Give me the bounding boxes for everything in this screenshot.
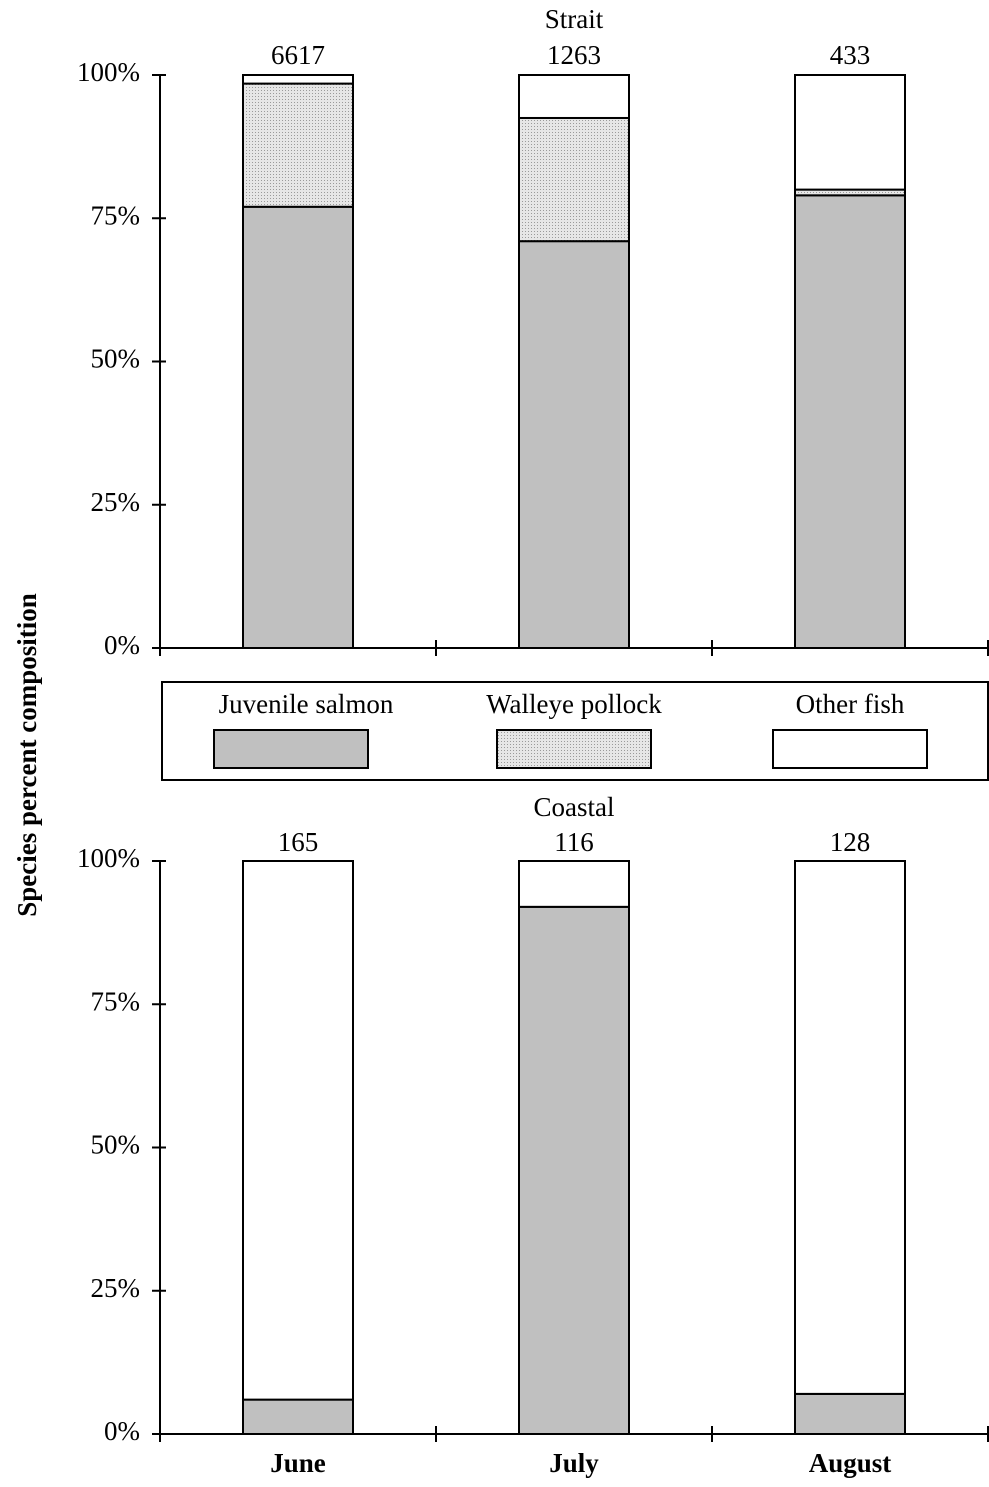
y-tick-label: 100% [77, 843, 140, 873]
bar-segment [242, 74, 354, 85]
bar-total: 6617 [271, 40, 325, 70]
bar-segment [794, 1392, 906, 1436]
y-tick-label: 75% [91, 200, 141, 230]
y-tick-label: 0% [104, 630, 140, 660]
bar-segment [794, 74, 906, 191]
bar-total: 165 [278, 827, 319, 857]
bar-segment [242, 82, 354, 208]
x-tick-label: August [809, 1448, 892, 1478]
bar-segment [518, 74, 630, 119]
legend-label: Walleye pollock [486, 689, 662, 719]
bar-segment [242, 1398, 354, 1435]
legend-swatch [496, 729, 652, 769]
y-tick-label: 25% [91, 487, 141, 517]
panel-title: Coastal [534, 792, 615, 822]
y-tick-label: 25% [91, 1273, 141, 1303]
y-tick-label: 75% [91, 986, 141, 1016]
y-tick-label: 50% [91, 1130, 141, 1160]
bar-segment [518, 116, 630, 243]
y-axis-label: Species percent composition [12, 593, 42, 916]
bar-total: 433 [830, 40, 871, 70]
y-tick-label: 50% [91, 344, 141, 374]
panel-title: Strait [545, 4, 604, 34]
x-tick-label: June [270, 1448, 326, 1478]
bar-segment [794, 860, 906, 1395]
legend-swatch [213, 729, 369, 769]
legend-label: Other fish [796, 689, 905, 719]
legend-swatch [772, 729, 928, 769]
y-tick-label: 100% [77, 57, 140, 87]
bar-total: 128 [830, 827, 871, 857]
bar-segment [518, 860, 630, 908]
x-tick-label: July [549, 1448, 599, 1478]
legend-label: Juvenile salmon [219, 689, 394, 719]
bar-segment [242, 205, 354, 649]
bar-segment [794, 194, 906, 650]
bar-total: 1263 [547, 40, 601, 70]
bar-total: 116 [554, 827, 594, 857]
bar-segment [518, 240, 630, 649]
bar-segment [242, 860, 354, 1401]
y-tick-label: 0% [104, 1416, 140, 1446]
bar-segment [518, 905, 630, 1435]
